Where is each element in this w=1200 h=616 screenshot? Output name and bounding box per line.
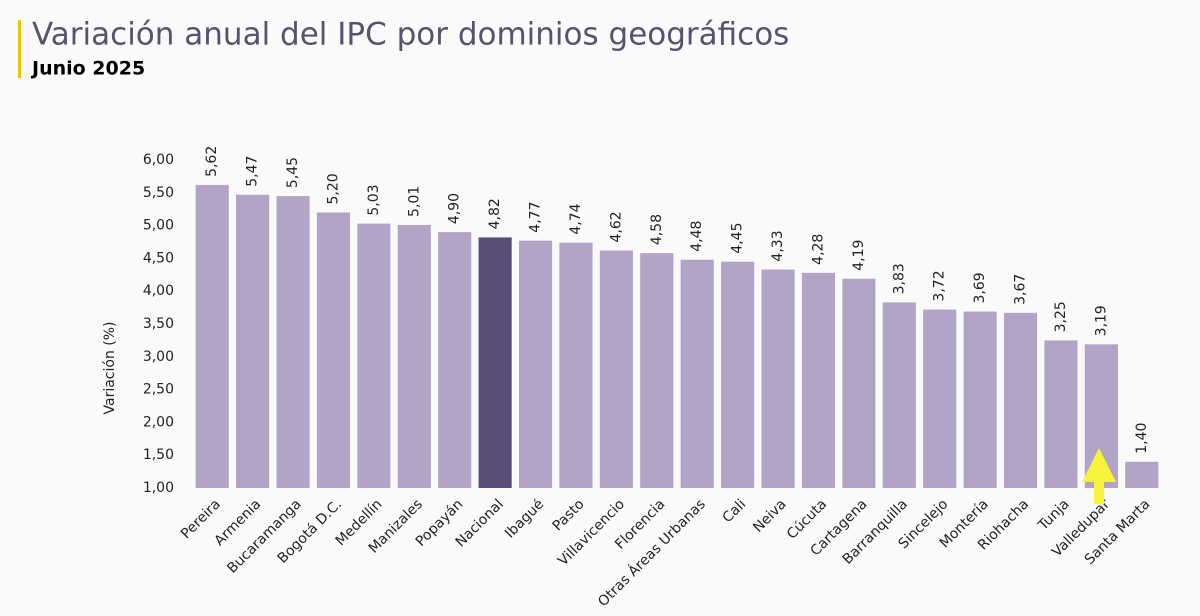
value-label: 5,62: [204, 146, 220, 177]
y-axis-label: Variación (%): [102, 322, 118, 415]
value-label: 4,28: [810, 234, 826, 265]
value-label: 4,45: [730, 223, 746, 254]
value-label: 4,58: [649, 214, 665, 245]
value-label: 5,03: [366, 184, 382, 215]
value-label: 5,45: [285, 157, 301, 188]
value-label: 5,01: [406, 186, 422, 217]
bar: [195, 184, 229, 489]
bar: [801, 272, 836, 488]
bar: [478, 237, 512, 488]
bar: [559, 242, 593, 488]
value-label: 1,40: [1134, 423, 1150, 454]
y-tick-label: 2,50: [143, 382, 174, 398]
value-label: 4,90: [447, 193, 463, 224]
y-tick-label: 1,00: [143, 480, 174, 496]
bar: [276, 196, 310, 488]
chart-subtitle: Junio 2025: [30, 58, 145, 80]
bar: [316, 212, 351, 489]
y-tick-label: 3,50: [143, 316, 174, 332]
value-label: 3,19: [1093, 305, 1109, 336]
y-tick-label: 1,50: [143, 447, 174, 463]
value-label: 3,72: [932, 270, 948, 301]
chart-title: Variación anual del IPC por dominios geo…: [32, 17, 789, 53]
value-label: 4,62: [608, 211, 624, 242]
highlight-arrow: [1082, 448, 1116, 504]
value-label: 4,82: [487, 198, 503, 229]
y-tick-label: 5,00: [143, 218, 174, 234]
bar: [721, 261, 755, 488]
bar: [680, 259, 714, 488]
accent-bar: [18, 20, 21, 78]
value-label: 5,20: [325, 173, 341, 204]
value-label: 4,19: [851, 240, 867, 271]
value-label: 5,47: [245, 156, 261, 187]
bar: [963, 311, 997, 488]
bar: [882, 302, 916, 488]
bar: [1125, 461, 1159, 488]
bar: [761, 269, 795, 488]
y-tick-label: 6,00: [143, 152, 174, 168]
bar: [357, 223, 391, 488]
y-tick-label: 3,00: [143, 349, 174, 365]
bar: [397, 224, 431, 488]
bar: [842, 278, 876, 488]
y-tick-label: 4,00: [143, 283, 174, 299]
bar: [236, 194, 270, 488]
bar: [1003, 312, 1038, 488]
bar: [1044, 340, 1078, 488]
value-label: 4,74: [568, 203, 584, 234]
y-tick-label: 5,50: [143, 185, 174, 201]
value-label: 3,69: [972, 272, 988, 303]
bar: [599, 250, 633, 488]
value-label: 3,83: [891, 263, 907, 294]
value-label: 4,33: [770, 230, 786, 261]
value-label: 3,67: [1013, 274, 1029, 305]
value-label: 4,48: [689, 221, 705, 252]
value-label: 3,25: [1053, 301, 1069, 332]
y-tick-label: 2,00: [143, 414, 174, 430]
bar: [438, 232, 472, 488]
y-tick-label: 4,50: [143, 250, 174, 266]
value-label: 4,77: [528, 202, 544, 233]
bar: [518, 240, 553, 488]
bar: [640, 253, 674, 488]
bar: [923, 309, 957, 488]
